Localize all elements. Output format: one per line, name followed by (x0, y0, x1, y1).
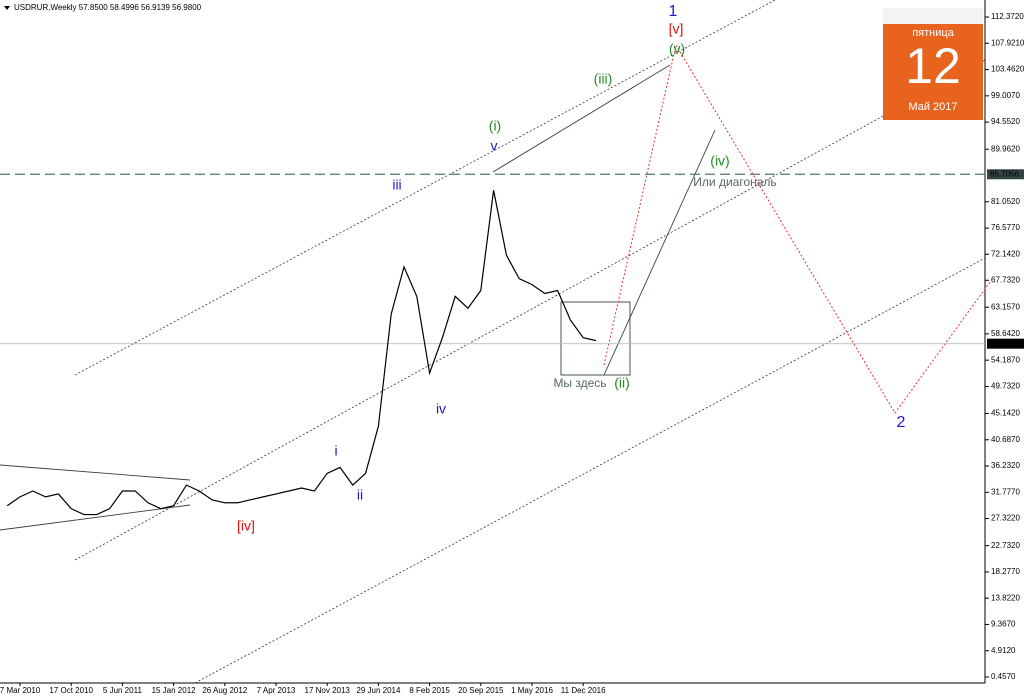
wave-label: Мы здесь (553, 376, 606, 390)
y-tick-label: 99.0070 (991, 91, 1020, 100)
y-tick-label: 81.0520 (991, 197, 1020, 206)
y-tick-label: 76.5770 (991, 223, 1020, 232)
x-tick-label: 15 Jan 2012 (152, 686, 197, 695)
wave-label: (iii) (594, 71, 613, 87)
x-tick-label: 1 May 2016 (511, 686, 553, 695)
y-tick-label: 63.1570 (991, 302, 1020, 311)
y-tick-label: 13.8220 (991, 593, 1020, 602)
x-tick-label: 7 Apr 2013 (257, 686, 296, 695)
header: USDRUR,Weekly 57.8500 58.4996 56.9139 56… (4, 3, 202, 12)
y-tick-label: 103.4620 (991, 65, 1024, 74)
wave-label: (ii) (614, 375, 630, 391)
y-tick-label: 54.1870 (991, 355, 1020, 364)
menu-arrow (4, 6, 10, 10)
wave-label: ii (357, 487, 363, 503)
y-tick-label: 89.9620 (991, 144, 1020, 153)
y-tick-label: 58.6420 (991, 329, 1020, 338)
wave-label: Или диагональ (693, 175, 776, 189)
calendar-rings (883, 8, 983, 24)
y-tick-label: 22.7320 (991, 541, 1020, 550)
y-tick-label: 31.7770 (991, 487, 1020, 496)
wave-label: iii (392, 177, 401, 193)
y-tick-label: 94.5520 (991, 117, 1020, 126)
level-badge (987, 338, 1024, 349)
y-tick-label: 0.4570 (991, 672, 1016, 681)
calendar-bg (883, 8, 983, 120)
calendar-month: Май 2017 (908, 101, 957, 113)
wave-label: (iv) (710, 153, 729, 169)
level-label: 85.7056 (990, 169, 1019, 178)
calendar-day: 12 (905, 38, 961, 94)
x-tick-label: 20 Sep 2015 (458, 686, 504, 695)
chart-title: USDRUR,Weekly 57.8500 58.4996 56.9139 56… (14, 3, 202, 12)
x-tick-label: 26 Aug 2012 (202, 686, 247, 695)
y-tick-label: 45.1420 (991, 409, 1020, 418)
wave-label: 2 (897, 414, 906, 431)
y-tick-label: 67.7320 (991, 275, 1020, 284)
y-tick-label: 49.7320 (991, 382, 1020, 391)
y-tick-label: 107.9210 (991, 38, 1024, 47)
wave-label: (v) (669, 41, 685, 57)
wave-label: (i) (489, 118, 501, 134)
x-tick-label: 7 Mar 2010 (0, 686, 41, 695)
calendar-weekday: пятница (912, 27, 954, 39)
x-tick-label: 17 Nov 2013 (305, 686, 351, 695)
wave-label: 1 (669, 3, 678, 20)
wave-label: iv (436, 401, 446, 417)
y-tick-label: 36.2320 (991, 461, 1020, 470)
trend-lines (0, 64, 716, 531)
level-label: 56.9800 (990, 339, 1019, 348)
wave-label: i (334, 443, 337, 459)
x-tick-label: 5 Jun 2011 (103, 686, 143, 695)
y-tick-label: 112.3720 (991, 12, 1024, 21)
forecast-path (603, 43, 991, 414)
level-badge (987, 169, 1024, 180)
y-tick-label: 27.3220 (991, 514, 1020, 523)
y-tick-label: 72.1420 (991, 249, 1020, 258)
x-tick-label: 29 Jun 2014 (356, 686, 401, 695)
y-tick-label: 18.2770 (991, 567, 1020, 576)
y-tick-label: 40.6870 (991, 435, 1020, 444)
price-line (6, 190, 597, 516)
wave-label: [iv] (237, 518, 255, 534)
calendar: пятница 12 Май 2017 (883, 8, 983, 120)
wave-label: v (491, 138, 498, 154)
x-tick-label: 11 Dec 2016 (561, 686, 606, 695)
wave-label: [v] (669, 21, 684, 37)
x-tick-label: 17 Oct 2010 (49, 686, 93, 695)
x-tick-label: 8 Feb 2015 (409, 686, 450, 695)
y-tick-label: 4.9120 (991, 646, 1016, 655)
channel-lines (74, 0, 986, 684)
y-tick-label: 9.3670 (991, 620, 1016, 629)
